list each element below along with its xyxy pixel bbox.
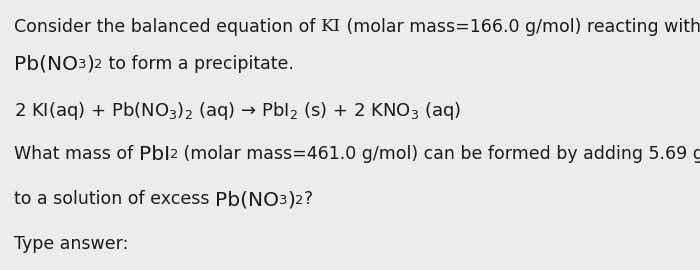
Text: ?: ? bbox=[304, 190, 313, 208]
Text: to form a precipitate.: to form a precipitate. bbox=[103, 55, 294, 73]
Text: Type answer:: Type answer: bbox=[14, 235, 128, 253]
Text: 3: 3 bbox=[78, 59, 87, 72]
Text: Pb(NO: Pb(NO bbox=[215, 190, 279, 209]
Text: 2: 2 bbox=[295, 194, 304, 207]
Text: ): ) bbox=[288, 190, 295, 209]
Text: 3: 3 bbox=[279, 194, 288, 207]
Text: 2: 2 bbox=[94, 59, 103, 72]
Text: to a solution of excess: to a solution of excess bbox=[14, 190, 215, 208]
Text: What mass of: What mass of bbox=[14, 145, 139, 163]
Text: Pb(NO: Pb(NO bbox=[14, 55, 78, 74]
Text: 2: 2 bbox=[170, 148, 178, 161]
Text: ): ) bbox=[87, 55, 94, 74]
Text: KI: KI bbox=[321, 18, 341, 35]
Text: PbI: PbI bbox=[139, 145, 170, 164]
Text: (molar mass=461.0 g/mol) can be formed by adding 5.69 g of: (molar mass=461.0 g/mol) can be formed b… bbox=[178, 145, 700, 163]
Text: (molar mass=166.0 g/mol) reacting with: (molar mass=166.0 g/mol) reacting with bbox=[341, 18, 700, 36]
Text: Consider the balanced equation of: Consider the balanced equation of bbox=[14, 18, 321, 36]
Text: 2 KI(aq) + Pb(NO$_{3}$)$_{2}$ (aq) → PbI$_{2}$ (s) + 2 KNO$_{3}$ (aq): 2 KI(aq) + Pb(NO$_{3}$)$_{2}$ (aq) → PbI… bbox=[14, 100, 461, 122]
